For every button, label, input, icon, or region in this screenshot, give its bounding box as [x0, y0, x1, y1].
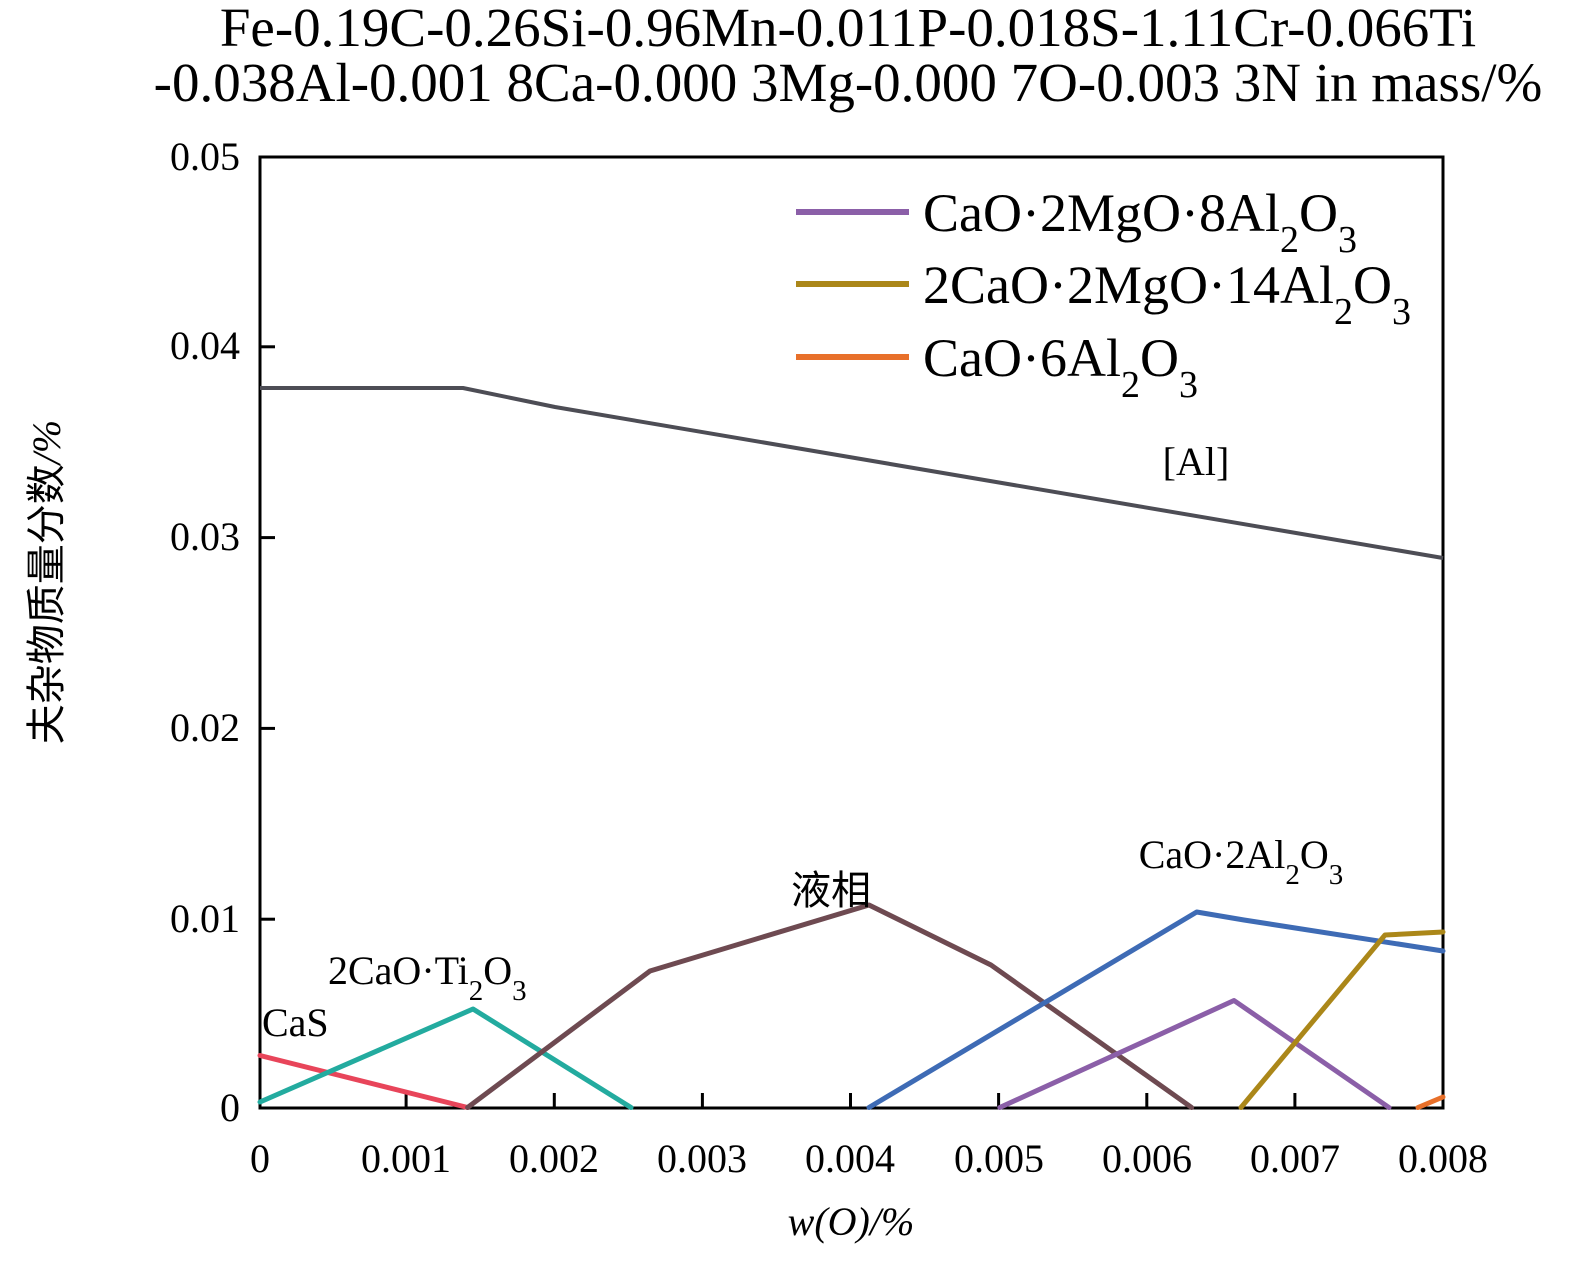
svg-text:-0.038Al-0.001 8Ca-0.000 3Mg-0: -0.038Al-0.001 8Ca-0.000 3Mg-0.000 7O-0.…	[154, 52, 1543, 113]
svg-text:0.004: 0.004	[805, 1136, 895, 1181]
svg-text:0.03: 0.03	[170, 514, 240, 559]
svg-text:0: 0	[220, 1085, 240, 1130]
svg-text:w(O)/%: w(O)/%	[788, 1199, 915, 1244]
svg-text:0.003: 0.003	[657, 1136, 747, 1181]
svg-text:0.008: 0.008	[1398, 1136, 1488, 1181]
svg-text:0.006: 0.006	[1102, 1136, 1192, 1181]
svg-text:夫杂物质量分数/%: 夫杂物质量分数/%	[24, 420, 69, 744]
svg-text:0.005: 0.005	[954, 1136, 1044, 1181]
svg-text:0.002: 0.002	[509, 1136, 599, 1181]
svg-text:0.01: 0.01	[170, 896, 240, 941]
svg-text:0.04: 0.04	[170, 323, 240, 368]
svg-text:CaS: CaS	[262, 1000, 329, 1045]
svg-text:Fe-0.19C-0.26Si-0.96Mn-0.011P-: Fe-0.19C-0.26Si-0.96Mn-0.011P-0.018S-1.1…	[220, 0, 1476, 58]
svg-text:[Al]: [Al]	[1163, 439, 1230, 484]
svg-text:0.007: 0.007	[1250, 1136, 1340, 1181]
svg-text:0.05: 0.05	[170, 134, 240, 179]
svg-text:0: 0	[250, 1136, 270, 1181]
svg-text:0.02: 0.02	[170, 705, 240, 750]
svg-text:0.001: 0.001	[361, 1136, 451, 1181]
svg-text:液相: 液相	[791, 868, 871, 913]
